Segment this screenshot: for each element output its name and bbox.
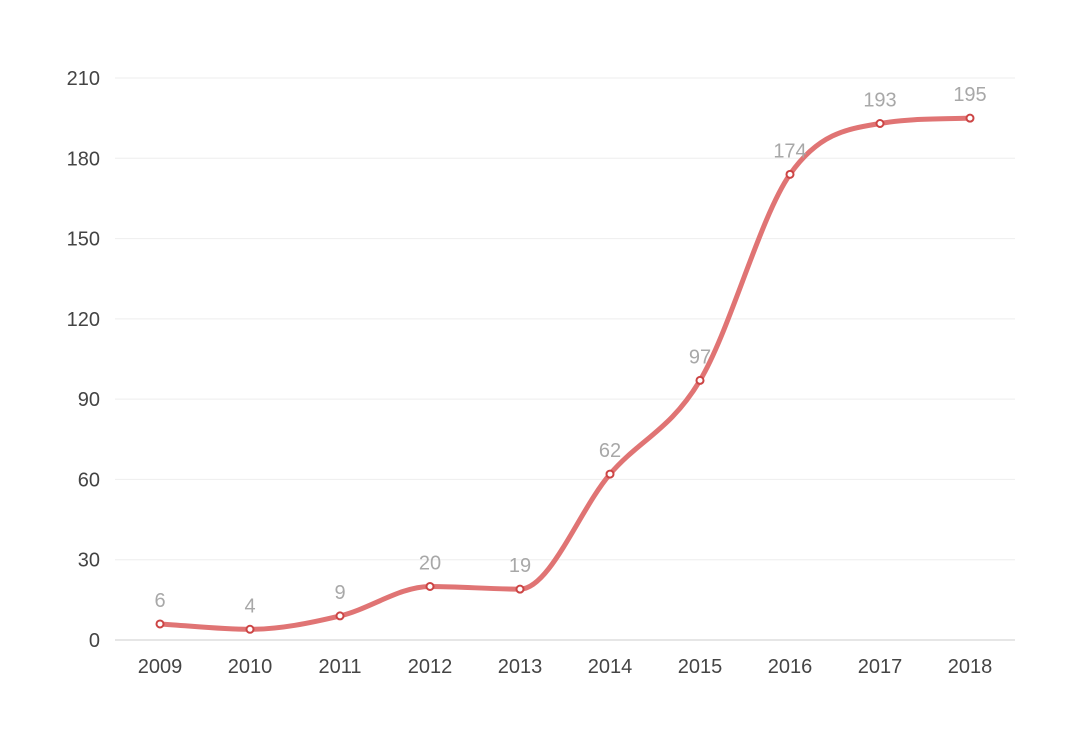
data-point xyxy=(425,581,435,591)
x-tick-label: 2016 xyxy=(768,656,813,678)
x-tick-label: 2018 xyxy=(948,656,993,678)
data-point xyxy=(515,584,525,594)
series-line xyxy=(157,115,973,632)
data-labels: 6 4 9 20 19 62 97 174 193 195 xyxy=(154,84,986,617)
data-label: 97 xyxy=(689,346,711,368)
y-tick-label: 30 xyxy=(78,550,100,572)
x-tick-label: 2015 xyxy=(678,656,723,678)
series-layer xyxy=(157,115,973,632)
data-label: 20 xyxy=(419,552,441,574)
data-point xyxy=(335,611,345,621)
x-tick-label: 2014 xyxy=(588,656,633,678)
gridlines xyxy=(115,77,1015,641)
y-tick-label: 60 xyxy=(78,469,100,491)
data-label: 4 xyxy=(244,595,255,617)
x-tick-label: 2012 xyxy=(408,656,453,678)
data-point xyxy=(245,624,255,634)
data-label: 6 xyxy=(154,590,165,612)
y-tick-label: 90 xyxy=(78,389,100,411)
data-points xyxy=(155,113,975,634)
x-tick-label: 2010 xyxy=(228,656,273,678)
y-tick-label: 150 xyxy=(67,229,100,251)
data-label: 9 xyxy=(334,582,345,604)
y-tick-label: 120 xyxy=(67,309,100,331)
data-point xyxy=(785,169,795,179)
x-tick-label: 2017 xyxy=(858,656,903,678)
y-axis-ticks: 0 30 60 90 120 150 180 210 xyxy=(67,68,100,652)
data-label: 174 xyxy=(773,140,806,162)
x-axis-ticks: 2009 2010 2011 2012 2013 2014 2015 2016 2017 2018 xyxy=(138,656,993,678)
x-tick-label: 2011 xyxy=(318,656,361,678)
data-label: 62 xyxy=(599,440,621,462)
y-tick-label: 180 xyxy=(67,148,100,170)
data-point xyxy=(155,619,165,629)
data-label: 193 xyxy=(863,89,896,111)
x-tick-label: 2013 xyxy=(498,656,543,678)
data-point xyxy=(875,118,885,128)
y-tick-label: 210 xyxy=(67,68,100,90)
data-point xyxy=(965,113,975,123)
y-tick-label: 0 xyxy=(89,630,100,652)
data-label: 19 xyxy=(509,555,531,577)
x-tick-label: 2009 xyxy=(138,656,183,678)
data-point xyxy=(605,469,615,479)
data-label: 195 xyxy=(953,84,986,106)
data-point xyxy=(695,375,705,385)
